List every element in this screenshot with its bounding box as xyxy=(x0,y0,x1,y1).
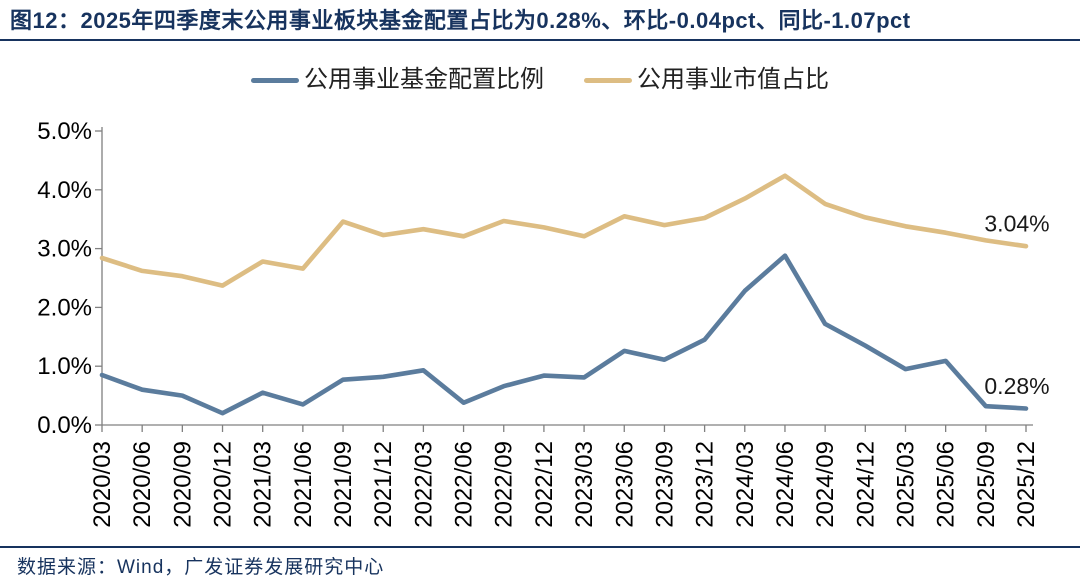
data-source-note: 数据来源：Wind，广发证券发展研究中心 xyxy=(17,557,385,578)
end-value-annotation: 0.28% xyxy=(984,373,1049,399)
x-tick-label: 2020/09 xyxy=(169,441,196,528)
legend-item-market-cap: 公用事业市值占比 xyxy=(584,66,829,94)
y-tick-label: 3.0% xyxy=(37,236,92,263)
y-tick-label: 1.0% xyxy=(37,353,92,380)
x-tick-label: 2025/03 xyxy=(892,441,919,528)
x-tick-label: 2020/03 xyxy=(89,441,116,528)
y-tick-label: 4.0% xyxy=(37,177,92,204)
x-tick-label: 2024/09 xyxy=(812,441,839,528)
x-tick-label: 2025/12 xyxy=(1013,441,1040,528)
legend-label-market-cap: 公用事业市值占比 xyxy=(637,66,829,93)
x-tick-label: 2024/12 xyxy=(852,441,879,528)
x-tick-label: 2022/09 xyxy=(491,441,518,528)
footer-divider xyxy=(0,546,1080,548)
x-tick-label: 2023/03 xyxy=(571,441,598,528)
x-tick-label: 2023/06 xyxy=(611,441,638,528)
end-value-annotation: 3.04% xyxy=(984,211,1049,237)
chart-legend: 公用事业基金配置比例 公用事业市值占比 xyxy=(0,64,1080,96)
x-tick-label: 2024/06 xyxy=(772,441,799,528)
x-tick-label: 2025/09 xyxy=(973,441,1000,528)
figure-title: 图12：2025年四季度末公用事业板块基金配置占比为0.28%、环比-0.04p… xyxy=(10,8,911,33)
y-tick-label: 0.0% xyxy=(37,412,92,439)
x-tick-label: 2022/12 xyxy=(531,441,558,528)
x-tick-label: 2023/12 xyxy=(692,441,719,528)
x-tick-label: 2022/03 xyxy=(410,441,437,528)
x-tick-label: 2021/09 xyxy=(330,441,357,528)
fund-line-swatch-icon xyxy=(251,77,299,83)
x-tick-label: 2024/03 xyxy=(732,441,759,528)
legend-item-fund-allocation: 公用事业基金配置比例 xyxy=(251,66,544,94)
series-line-fund-allocation xyxy=(99,253,1029,416)
x-tick-label: 2020/06 xyxy=(129,441,156,528)
x-tick-label: 2021/12 xyxy=(370,441,397,528)
x-tick-label: 2021/06 xyxy=(290,441,317,528)
x-tick-label: 2023/09 xyxy=(651,441,678,528)
y-tick-label: 5.0% xyxy=(37,118,92,145)
series-line-market-cap xyxy=(99,173,1029,288)
y-tick-label: 2.0% xyxy=(37,294,92,321)
x-tick-label: 2020/12 xyxy=(210,441,237,528)
x-tick-label: 2021/03 xyxy=(250,441,277,528)
market-line-swatch-icon xyxy=(584,77,632,83)
x-tick-label: 2022/06 xyxy=(451,441,478,528)
legend-label-fund-allocation: 公用事业基金配置比例 xyxy=(304,66,544,93)
x-tick-label: 2025/06 xyxy=(933,441,960,528)
title-divider xyxy=(0,39,1080,41)
